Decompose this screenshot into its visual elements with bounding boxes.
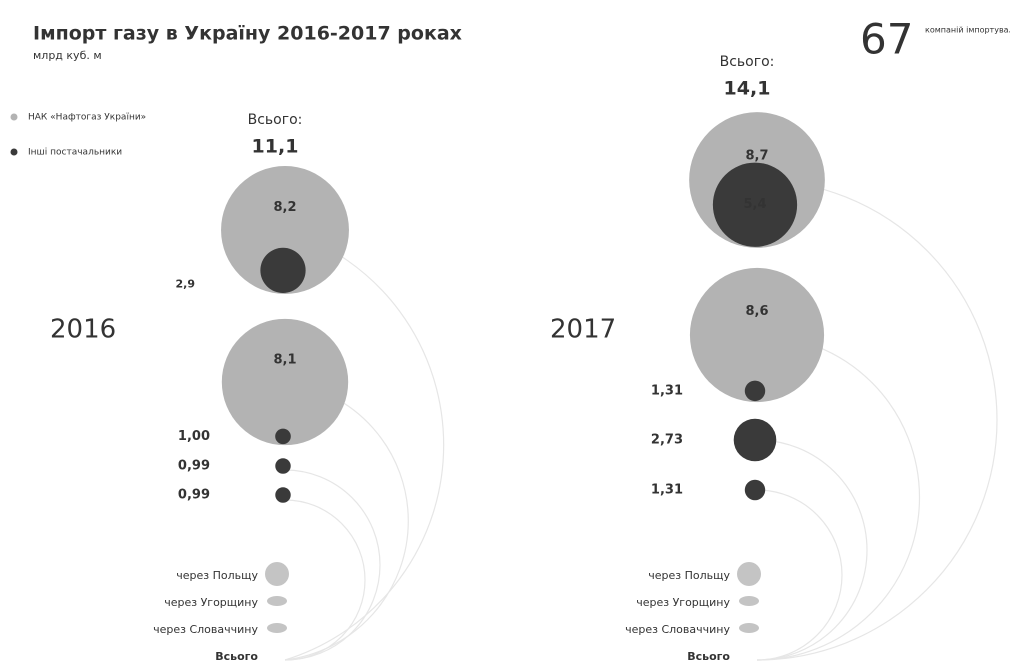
others-bubble [275, 458, 291, 474]
route-map [267, 623, 287, 633]
others-bubble [275, 487, 291, 503]
others-label: 5,4 [743, 197, 766, 212]
others-label: 0,99 [178, 488, 210, 503]
others-label: 1,00 [178, 429, 210, 444]
total-value: 14,1 [724, 78, 771, 100]
naftogaz-bubble [221, 166, 349, 294]
route-label: Всього [215, 650, 258, 663]
subtitle: млрд куб. м [33, 49, 102, 62]
legend-label: Інші постачальники [28, 148, 122, 158]
legend-swatch [10, 148, 18, 156]
route-map [739, 596, 759, 606]
badge-number: 67 [860, 15, 913, 64]
year: 2016 [50, 315, 116, 345]
badge-text: компаній імпортували газ в Україну [925, 26, 1010, 35]
others-bubble [744, 479, 766, 501]
route-label: через Словаччину [625, 623, 730, 636]
route-label: через Словаччину [153, 623, 258, 636]
total-label: Всього: [720, 54, 775, 70]
route-label: через Угорщину [164, 596, 258, 609]
route-label: через Польщу [176, 569, 258, 582]
route-map [265, 562, 289, 586]
naftogaz-bubble [221, 318, 349, 446]
title: Імпорт газу в Україну 2016-2017 роках [33, 23, 462, 45]
others-label: 1,31 [651, 383, 683, 398]
others-label: 2,9 [176, 277, 196, 290]
naftogaz-label: 8,7 [745, 149, 768, 164]
total-label: Всього: [248, 112, 303, 128]
route-label: через Угорщину [636, 596, 730, 609]
route-label: через Польщу [648, 569, 730, 582]
others-bubble [712, 162, 798, 247]
others-label: 0,99 [178, 459, 210, 474]
others-label: 2,73 [651, 433, 683, 448]
year: 2017 [550, 315, 616, 345]
route-label: Всього [687, 650, 730, 663]
route-map [737, 562, 761, 586]
route-map [739, 623, 759, 633]
decor-arcs [284, 179, 998, 661]
others-bubble [275, 428, 291, 445]
naftogaz-bubble [689, 267, 825, 403]
naftogaz-label: 8,1 [273, 352, 296, 367]
naftogaz-label: 8,2 [273, 200, 296, 215]
others-bubble [744, 380, 766, 402]
legend-swatch [10, 113, 18, 121]
route-map [267, 596, 287, 606]
others-bubble [733, 418, 777, 462]
total-value: 11,1 [252, 136, 299, 158]
others-label: 1,31 [651, 483, 683, 498]
others-bubble [260, 247, 306, 293]
naftogaz-label: 8,6 [745, 304, 768, 319]
legend-label: НАК «Нафтогаз України» [28, 113, 146, 123]
